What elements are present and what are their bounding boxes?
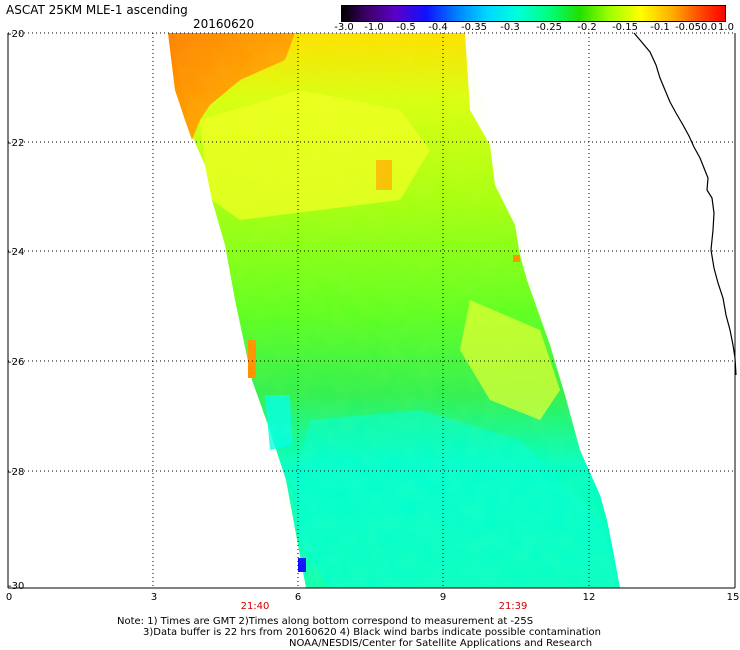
x-axis-label: 9	[439, 592, 447, 603]
x-axis-label: 6	[294, 592, 302, 603]
x-axis-label: 15	[726, 592, 740, 603]
note-line-2: 3)Data buffer is 22 hrs from 20160620 4)…	[143, 627, 601, 638]
colorbar-tick: -3.0	[334, 22, 354, 33]
graticule	[8, 32, 735, 588]
time-label: 21:39	[498, 601, 528, 612]
date-label: 20160620	[193, 17, 255, 31]
colorbar-tick: -1.0	[364, 22, 384, 33]
note-line-3: NOAA/NESDIS/Center for Satellite Applica…	[289, 638, 593, 649]
colorbar-tick: -0.35	[461, 22, 487, 33]
colorbar-tick: -0.2	[577, 22, 597, 33]
x-axis-label: 0	[5, 592, 13, 603]
colorbar-tick: -0.5	[396, 22, 416, 33]
swath-texture	[168, 33, 620, 588]
colorbar-tick: -0.25	[536, 22, 562, 33]
colorbar-tick: -0.1	[650, 22, 670, 33]
colorbar-tick: -0.4	[428, 22, 448, 33]
colorbar-tick: -0.15	[612, 22, 638, 33]
title: ASCAT 25KM MLE-1 ascending	[6, 3, 188, 17]
y-axis-label: -30	[8, 581, 24, 592]
colorbar-tick: 1.0	[718, 22, 734, 33]
x-axis-label: 12	[582, 592, 596, 603]
colorbar-tick: 0.0	[701, 22, 717, 33]
colorbar-tick: -0.3	[500, 22, 520, 33]
y-axis-label: -22	[8, 138, 24, 149]
y-axis-label: -20	[8, 29, 24, 40]
y-axis-label: -26	[8, 357, 24, 368]
y-axis-label: -28	[8, 467, 24, 478]
map-frame	[7, 33, 736, 589]
colorbar	[341, 5, 726, 22]
colorbar-labels: -3.0 -1.0 -0.5 -0.4 -0.35 -0.3 -0.25 -0.…	[334, 22, 734, 36]
x-axis-label: 3	[150, 592, 158, 603]
y-axis-label: -24	[8, 247, 24, 258]
note-line-1: Note: 1) Times are GMT 2)Times along bot…	[117, 616, 534, 627]
colorbar-tick: -0.05	[675, 22, 701, 33]
coastline	[633, 32, 737, 376]
time-label: 21:40	[240, 601, 270, 612]
